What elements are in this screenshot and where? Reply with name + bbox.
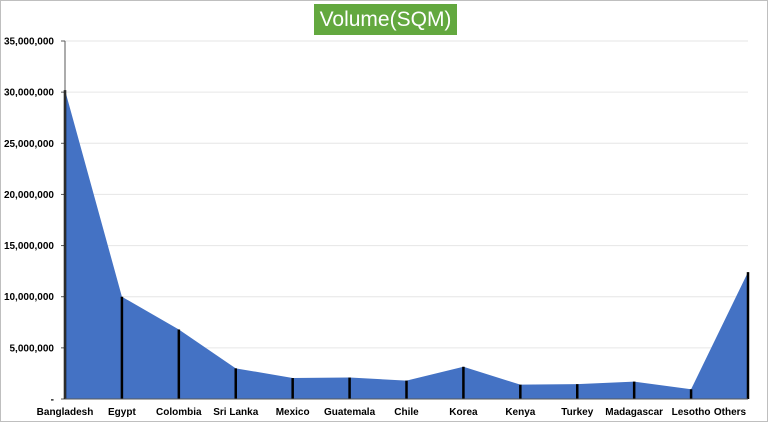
x-tick-label: Others <box>714 407 747 418</box>
x-tick-label: Bangladesh <box>37 407 94 418</box>
x-tick-label: Kenya <box>505 407 535 418</box>
area-series <box>65 90 748 400</box>
y-axis-ticks: - 5,000,000 10,000,000 15,000,000 20,000,000… <box>4 37 65 406</box>
x-tick-label: Guatemala <box>324 407 376 418</box>
y-tick-label: 35,000,000 <box>4 37 54 48</box>
y-tick-label: - <box>51 395 54 406</box>
x-tick-label: Turkey <box>561 407 593 418</box>
y-tick-label: 20,000,000 <box>4 190 54 201</box>
y-tick-label: 25,000,000 <box>4 139 54 150</box>
x-tick-label: Egypt <box>108 407 136 418</box>
x-tick-label: Colombia <box>156 407 202 418</box>
x-tick-label: Lesotho <box>672 407 711 418</box>
axes <box>64 41 748 400</box>
x-tick-label: Chile <box>394 407 419 418</box>
y-tick-label: 5,000,000 <box>10 343 55 354</box>
x-tick-label: Mexico <box>276 407 310 418</box>
chart-title: Volume(SQM) <box>314 4 457 35</box>
gridlines <box>65 40 748 349</box>
y-tick-label: 10,000,000 <box>4 292 54 303</box>
y-tick-label: 30,000,000 <box>4 88 54 99</box>
x-axis-ticks: Bangladesh Egypt Colombia Sri Lanka Mexico Gu… <box>37 407 747 418</box>
area-fill <box>65 90 748 400</box>
x-tick-label: Madagascar <box>605 407 663 418</box>
x-tick-label: Sri Lanka <box>213 407 258 418</box>
y-tick-label: 15,000,000 <box>4 241 54 252</box>
x-tick-label: Korea <box>449 407 478 418</box>
